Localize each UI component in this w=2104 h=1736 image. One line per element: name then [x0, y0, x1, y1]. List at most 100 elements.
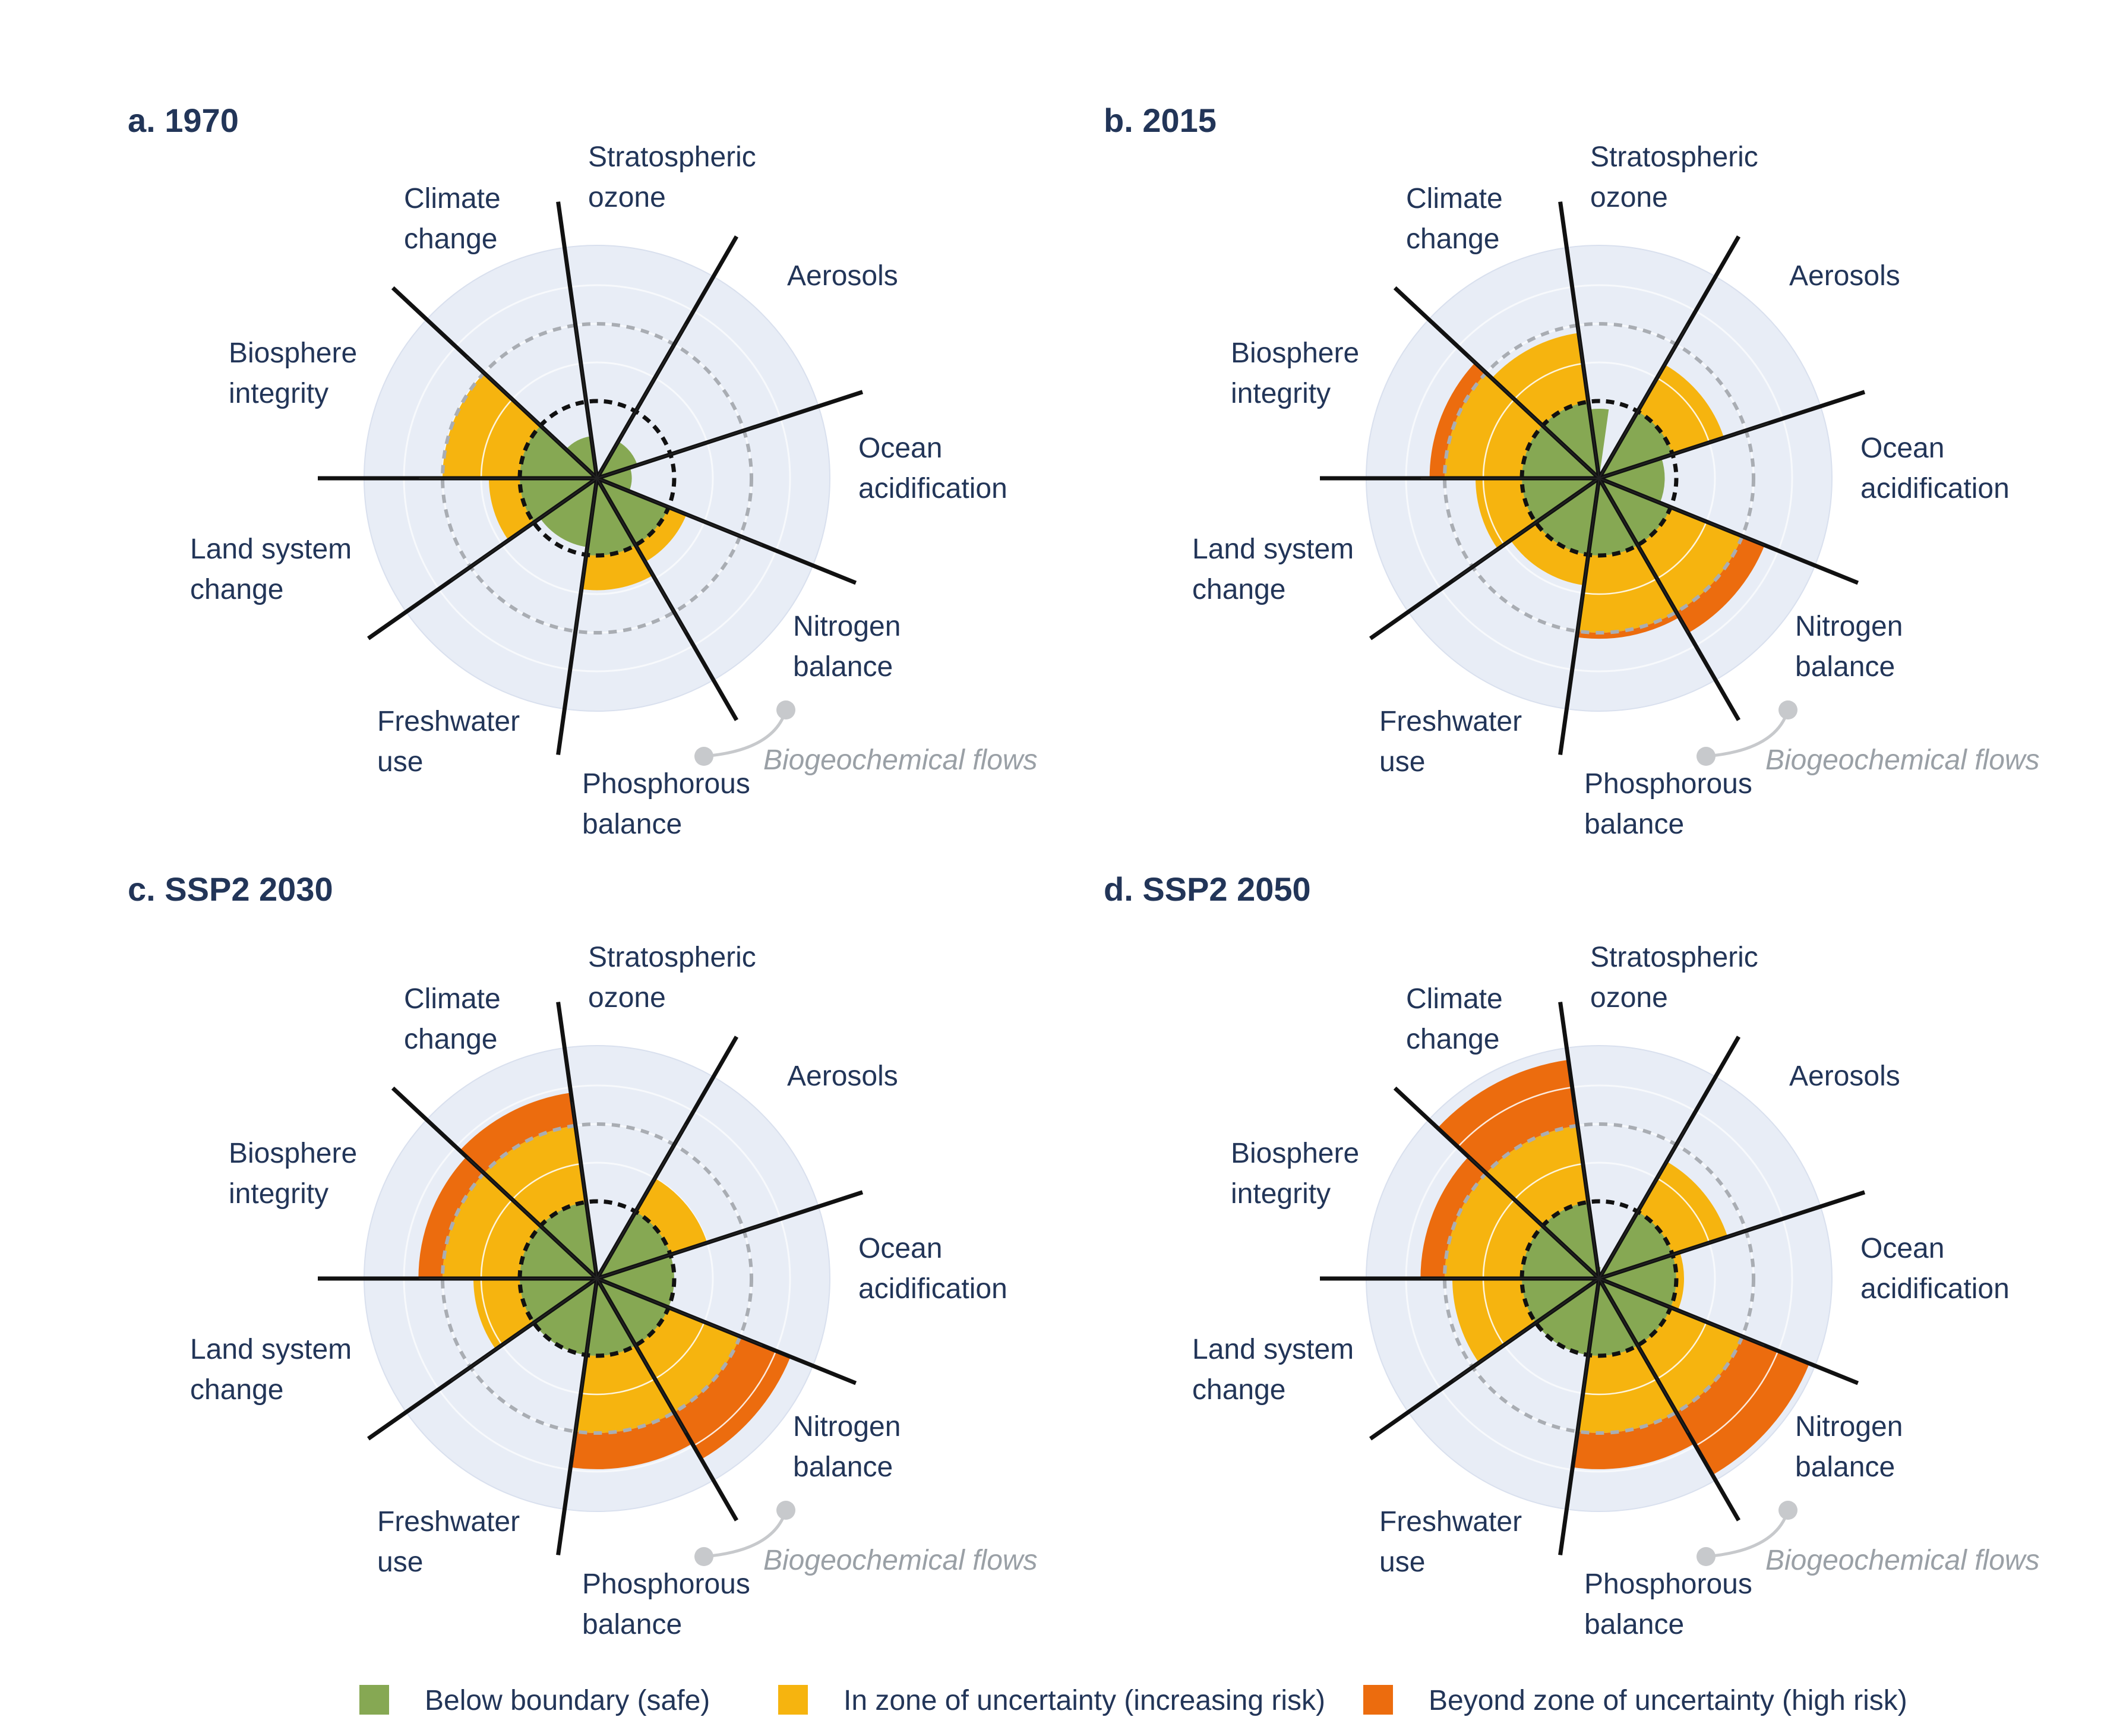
bar-grid-arc [480, 1199, 513, 1279]
sector-divider [596, 1278, 763, 1346]
biogeochemical-flows-label: Biogeochemical flows [1765, 1545, 2040, 1576]
sector-divider [466, 356, 598, 479]
bar-high-biosphere-integrity [1429, 362, 1486, 478]
sector-divider [1598, 1123, 1689, 1279]
zone-of-uncertainty-ring [441, 322, 753, 635]
bar-safe-freshwater-use [1536, 478, 1599, 555]
sector-divider [1598, 323, 1689, 479]
sector-label-stratospheric-ozone: Stratospheric ozone [1590, 141, 1758, 213]
bar-high-phosphorous-balance [1577, 612, 1680, 639]
bar-grid-arc [1482, 478, 1505, 545]
bar-high-phosphorous-balance [1572, 1412, 1695, 1469]
sector-label-freshwater-use: Freshwater use [377, 1506, 520, 1578]
sector-biosphere-integrity [1420, 1156, 1599, 1279]
bar-grid-arc [1482, 1278, 1505, 1346]
biogeochemical-flows-label: Biogeochemical flows [763, 1545, 1038, 1576]
bar-uncertain-phosphorous-balance [575, 1345, 674, 1433]
bar-high-nitrogen-balance [1676, 536, 1765, 633]
biogeochemical-dot [776, 700, 795, 719]
sector-freshwater-use [540, 478, 597, 547]
sector-biosphere-integrity [1429, 362, 1599, 479]
sector-divider [1598, 478, 1765, 546]
sector-divider [596, 323, 687, 479]
bar-safe-aerosols [597, 441, 638, 478]
sector-phosphorous-balance [1577, 478, 1680, 639]
bar-safe-nitrogen-balance [597, 1279, 669, 1346]
bar-high-biosphere-integrity [1420, 1156, 1486, 1279]
sector-nitrogen-balance [1599, 478, 1765, 633]
sector-aerosols [1599, 364, 1724, 478]
sector-divider [1598, 1278, 1765, 1346]
panels: a. 1970 Stratospheric ozone Aerosols Ocean ac… [128, 102, 2040, 1640]
zone-of-uncertainty-ring [441, 1122, 753, 1435]
sector-stratospheric-ozone [1589, 408, 1609, 478]
bar-uncertain-biosphere-integrity [443, 1173, 541, 1279]
panel-d-ssp2-2050: d. SSP2 2050 Stratospheric ozone Aerosols Oc… [1104, 870, 2040, 1640]
sector-biosphere-integrity [443, 373, 597, 479]
bar-grid-arc [693, 1350, 777, 1447]
sector-label-land-system-change: Land system change [1192, 1334, 1354, 1406]
bar-grid-arc [1656, 1178, 1710, 1243]
bar-high-phosphorous-balance [570, 1412, 693, 1469]
biogeochemical-flows-label: Biogeochemical flows [763, 744, 1038, 776]
sector-label-aerosols: Aerosols [787, 1060, 898, 1092]
sector-ocean-acidification [597, 467, 632, 491]
sector-label-ocean-acidification: Ocean acidification [858, 1233, 1007, 1305]
bar-high-nitrogen-balance [1676, 1336, 1810, 1475]
panel-title: b. 2015 [1104, 102, 1217, 139]
sector-label-freshwater-use: Freshwater use [1379, 1506, 1522, 1578]
sector-label-phosphorous-balance: Phosphorous balance [1584, 1568, 1752, 1640]
sector-divider [1598, 1223, 1769, 1279]
panel-b-2015: b. 2015 Stratospheric ozone Aerosols Ocean ac… [1104, 102, 2040, 840]
sector-label-ocean-acidification: Ocean acidification [858, 433, 1007, 504]
biogeochemical-dot [776, 1501, 795, 1520]
bar-uncertain-nitrogen-balance [1638, 507, 1743, 613]
bar-grid-arc [511, 1163, 582, 1200]
sector-divider [466, 1156, 598, 1279]
bar-uncertain-climate-change [484, 1125, 586, 1226]
sector-divider [596, 1123, 687, 1279]
sector-ocean-acidification [1599, 457, 1665, 503]
legend-label-high: Beyond zone of uncertainty (high risk) [1429, 1685, 1907, 1716]
sector-label-biosphere-integrity: Biosphere integrity [1231, 1138, 1359, 1210]
biogeochemical-connector [703, 709, 788, 758]
sector-divider [450, 1278, 598, 1381]
sector-freshwater-use [1510, 478, 1599, 586]
sector-label-land-system-change: Land system change [190, 534, 352, 605]
biogeochemical-dot [694, 747, 713, 766]
panel-title: d. SSP2 2050 [1104, 870, 1311, 908]
sector-divider [1468, 1156, 1600, 1279]
bar-safe-aerosols [597, 1211, 671, 1279]
bar-safe-biosphere-integrity [520, 1226, 597, 1279]
sector-divider [1574, 301, 1600, 479]
legend-swatch-safe [359, 1685, 389, 1715]
sector-divider [1574, 478, 1600, 655]
bar-safe-stratospheric-ozone [1589, 408, 1609, 478]
bar-safe-ocean-acidification [1599, 457, 1665, 503]
bar-uncertain-phosphorous-balance [1577, 1345, 1676, 1433]
sector-climate-change [460, 1093, 597, 1279]
sector-divider [1468, 356, 1600, 479]
sector-label-nitrogen-balance: Nitrogen balance [1795, 611, 1903, 683]
bar-safe-climate-change [1542, 1202, 1599, 1279]
bar-uncertain-climate-change [1486, 1125, 1588, 1226]
bar-safe-climate-change [1542, 402, 1599, 478]
legend-item-high: Beyond zone of uncertainty (high risk) [1363, 1685, 1907, 1716]
bar-safe-nitrogen-balance [597, 478, 669, 545]
bar-safe-ocean-acidification [597, 1254, 674, 1308]
bar-safe-freshwater-use [533, 1279, 597, 1355]
bar-high-climate-change [1438, 1059, 1578, 1173]
bar-grid-arc [1482, 399, 1515, 479]
panel-c-ssp2-2030: c. SSP2 2030 Stratospheric ozone Aerosols Oc… [128, 870, 1038, 1640]
sector-divider [571, 478, 598, 655]
bar-grid-arc [654, 1321, 705, 1380]
legend-item-safe: Below boundary (safe) [359, 1685, 710, 1716]
bar-grid-arc [1695, 1350, 1779, 1447]
sector-label-biosphere-integrity: Biosphere integrity [229, 1138, 357, 1210]
sector-label-ocean-acidification: Ocean acidification [1860, 433, 2010, 504]
legend-label-safe: Below boundary (safe) [425, 1685, 710, 1716]
biogeochemical-flows-label: Biogeochemical flows [1765, 744, 2040, 776]
sector-divider [596, 478, 763, 546]
sector-divider [596, 422, 767, 479]
sector-divider [450, 478, 598, 581]
